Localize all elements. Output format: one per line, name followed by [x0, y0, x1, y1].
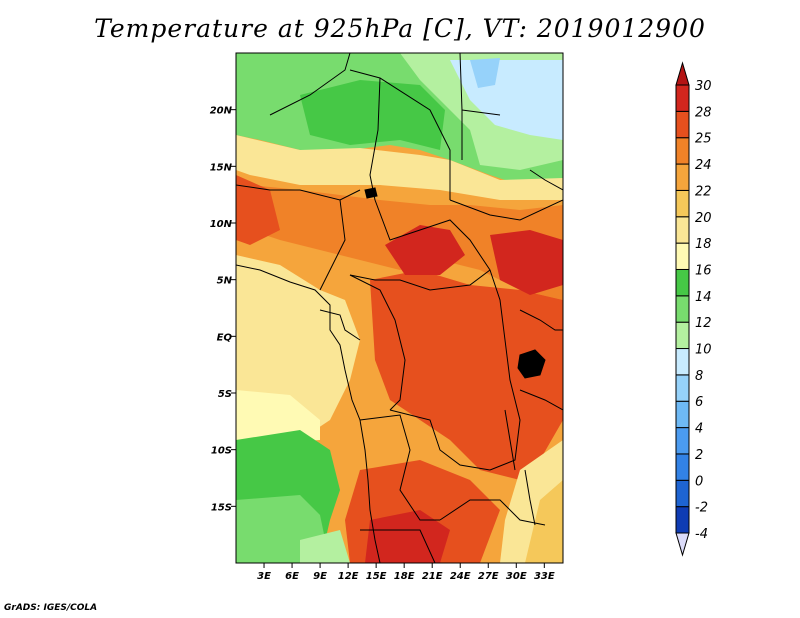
- lake-chad: [364, 187, 378, 199]
- region-east-coast-orange: [525, 480, 563, 563]
- x-tick-label: 9E: [313, 571, 327, 582]
- border-chad-sudan: [349, 69, 451, 200]
- colorbar-label: 0: [695, 474, 703, 489]
- colorbar-label: 22: [695, 184, 712, 199]
- lake-malawi: [524, 469, 536, 526]
- colorbar-label: 4: [695, 422, 703, 437]
- colorbar-swatch: [675, 163, 690, 191]
- colorbar-label: 14: [695, 290, 712, 305]
- x-tick-label: 6E: [285, 571, 299, 582]
- y-tick-label: 15N: [210, 162, 233, 173]
- y-tick-label: 15S: [211, 502, 232, 513]
- colorbar-swatch: [675, 453, 690, 481]
- lake-victoria: [517, 349, 546, 379]
- region-northeast-blue: [470, 58, 500, 88]
- border-drc-south: [389, 409, 491, 471]
- region-sahel-pale: [236, 135, 563, 200]
- colorbar-swatch: [675, 242, 690, 270]
- region-hotspot-car: [385, 225, 465, 275]
- colorbar-label: 18: [695, 237, 712, 252]
- temperature-field: [236, 53, 563, 563]
- x-tick-label: 18E: [394, 571, 415, 582]
- colorbar-label: 20: [695, 211, 712, 226]
- x-tick-label: 24E: [450, 571, 471, 582]
- y-tick-label: EQ: [217, 332, 233, 343]
- colorbar-swatch: [675, 137, 690, 165]
- y-tick-label: 10N: [210, 219, 233, 230]
- border-libya-egypt-top: [461, 109, 501, 116]
- colorbar-label: 8: [695, 369, 703, 384]
- colorbar-swatch: [675, 506, 690, 534]
- x-tick-label: 30E: [506, 571, 527, 582]
- colorbar-label: 30: [695, 79, 712, 94]
- x-tick-label: 15E: [366, 571, 387, 582]
- y-tick-label: 5S: [218, 389, 232, 400]
- border-gabon-congo: [319, 309, 361, 341]
- region-hotspot-west: [236, 175, 280, 245]
- map-frame: [235, 52, 564, 564]
- colorbar-swatch: [675, 400, 690, 429]
- border-nigeria-cameroon: [319, 199, 346, 291]
- colorbar-swatch: [675, 295, 690, 323]
- border-kenya-uganda: [519, 309, 563, 331]
- border-tanzania: [519, 389, 563, 411]
- country-borders: [236, 53, 563, 563]
- colorbar-swatch: [675, 321, 690, 350]
- border-south-sudan-ethiopia: [449, 199, 563, 221]
- region-sahara-darkgreen: [300, 80, 445, 150]
- x-tick-label: 12E: [338, 571, 359, 582]
- colorbar-label: 28: [695, 105, 712, 120]
- x-tick-label: 33E: [534, 571, 555, 582]
- border-coastline-west: [236, 264, 381, 563]
- colorbar-label: 10: [695, 343, 712, 358]
- x-tick-label: 27E: [478, 571, 499, 582]
- y-tick-label: 20N: [210, 106, 233, 117]
- colorbar-swatch: [675, 479, 690, 508]
- colorbar-swatch: [675, 268, 690, 297]
- colorbar-label: 24: [695, 158, 712, 173]
- x-tick-label: 21E: [422, 571, 443, 582]
- region-hotspot-south-sudan: [490, 230, 563, 295]
- x-tick-label: 3E: [257, 571, 271, 582]
- colorbar-swatch: [675, 374, 690, 402]
- colorbar-swatch: [675, 348, 690, 376]
- border-zambia-zimbabwe: [439, 499, 546, 526]
- colorbar-top-arrow: [675, 61, 690, 86]
- border-ethiopia-north: [529, 169, 563, 191]
- border-congo-drc: [349, 274, 406, 411]
- region-southwest-pale: [300, 530, 350, 563]
- colorbar-swatch: [675, 189, 690, 218]
- colorbar-label: -4: [695, 527, 708, 542]
- region-central-orange: [370, 270, 563, 480]
- colorbar-swatch: [675, 427, 690, 455]
- colorbar-swatch: [675, 84, 690, 112]
- colorbar-label: 2: [695, 448, 703, 463]
- border-angola-zambia: [359, 414, 440, 521]
- colorbar-label: -2: [695, 501, 708, 516]
- x-axis: 3E 6E 9E 12E 15E 18E 21E 24E 27E 30E 33E: [257, 563, 555, 582]
- lake-tanganyika: [504, 409, 516, 471]
- colorbar-bottom-arrow: [675, 532, 690, 557]
- credit-label: GrADS: IGES/COLA: [4, 603, 98, 613]
- border-niger-chad: [369, 77, 381, 201]
- colorbar-swatch: [675, 110, 690, 139]
- colorbar-label: 25: [695, 132, 712, 147]
- y-tick-label: 5N: [217, 276, 233, 287]
- border-sahel-east-west: [236, 184, 361, 201]
- border-drc-east: [489, 269, 521, 471]
- border-algeria-libya-niger: [269, 53, 351, 116]
- y-axis: 20N 15N 10N 5N EQ 5S 10S 15S: [210, 106, 236, 513]
- colorbar-swatch: [675, 216, 690, 244]
- colorbar-label: 12: [695, 316, 712, 331]
- chart-title: Temperature at 925hPa [C], VT: 201901290…: [94, 14, 706, 43]
- colorbar-label: 16: [695, 263, 712, 278]
- y-tick-label: 10S: [211, 446, 232, 457]
- colorbar-label: 6: [695, 395, 703, 410]
- border-namibia-botswana: [360, 529, 436, 563]
